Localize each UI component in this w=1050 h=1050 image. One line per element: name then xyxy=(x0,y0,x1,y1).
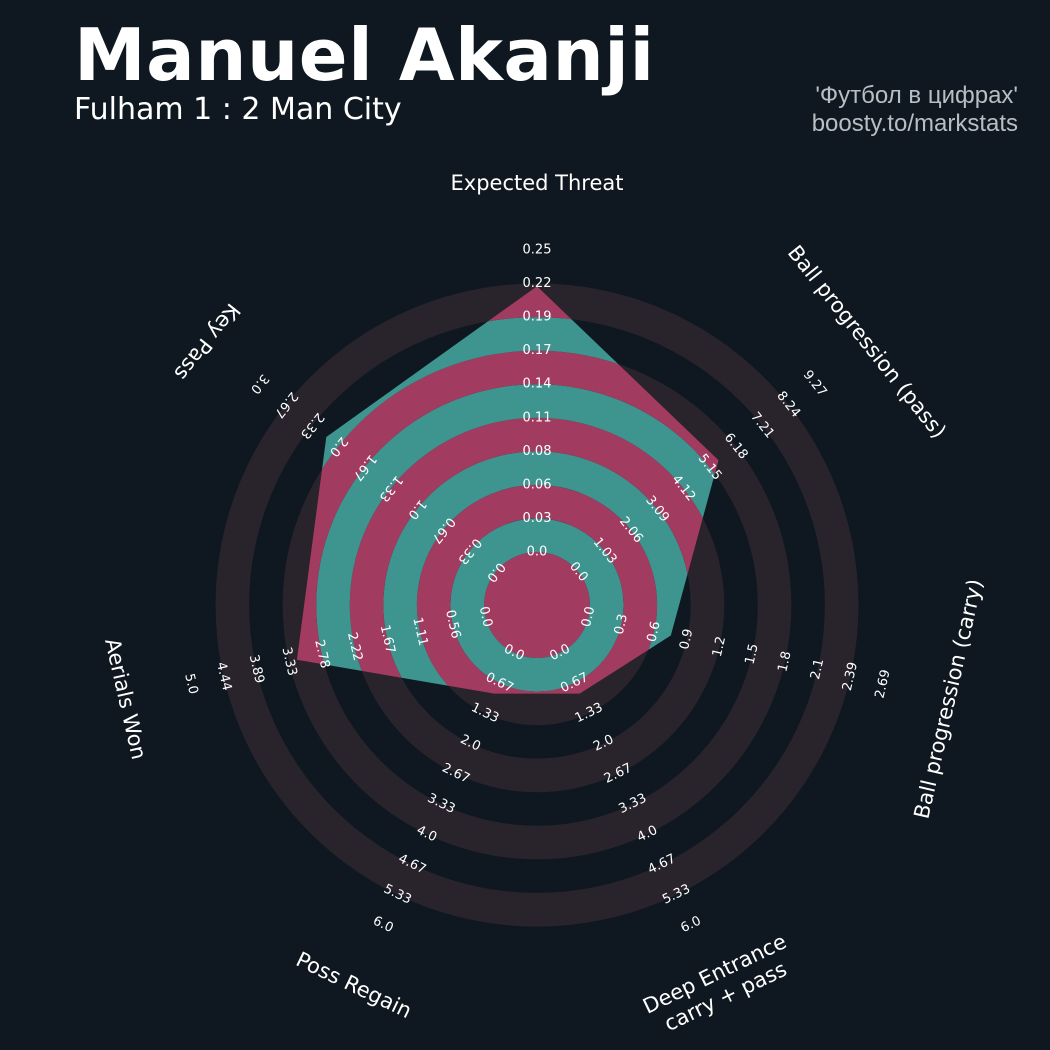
tick-label: 0.19 xyxy=(523,310,552,325)
axis-label: Expected Threat xyxy=(451,171,624,195)
credit-block: 'Футбол в цифрах' boosty.to/markstats xyxy=(812,82,1018,138)
value-ring xyxy=(484,552,590,658)
tick-label: 0.0 xyxy=(527,545,548,560)
tick-label: 3.33 xyxy=(278,646,299,678)
tick-label: 0.0 xyxy=(579,605,598,629)
tick-label: 2.39 xyxy=(840,661,861,693)
value-area xyxy=(296,286,719,694)
tick-label: 9.27 xyxy=(800,368,830,400)
axis-label: Aerials Won xyxy=(100,636,151,762)
tick-label: 6.0 xyxy=(370,914,395,936)
tick-label: 6.0 xyxy=(678,914,703,936)
tick-label: 0.11 xyxy=(523,410,552,425)
axis-label: Key Pass xyxy=(169,299,245,385)
tick-label: 0.06 xyxy=(523,477,552,492)
axis-label: Ball progression (carry) xyxy=(909,577,987,821)
match-subtitle: Fulham 1 : 2 Man City xyxy=(74,92,402,127)
tick-label: 1.11 xyxy=(409,616,430,648)
credit-line-2: boosty.to/markstats xyxy=(811,110,1018,137)
tick-label: 0.56 xyxy=(442,609,463,641)
tick-label: 0.03 xyxy=(523,511,552,526)
tick-label: 0.22 xyxy=(523,276,552,291)
tick-label: 2.78 xyxy=(311,638,332,670)
tick-label: 0.3 xyxy=(612,613,631,637)
tick-label: 0.14 xyxy=(523,377,552,392)
tick-label: 3.89 xyxy=(246,653,267,685)
axis-label: Poss Regain xyxy=(292,947,415,1023)
tick-label: 0.6 xyxy=(644,620,663,644)
tick-label: 0.25 xyxy=(523,243,552,258)
tick-label: 2.22 xyxy=(344,631,365,663)
tick-label: 0.17 xyxy=(523,343,552,358)
credit-line-1: 'Футбол в цифрах' xyxy=(815,82,1018,109)
tick-label: 3.0 xyxy=(247,371,272,397)
axis-label: Ball progression (pass) xyxy=(783,241,951,443)
tick-label: 1.2 xyxy=(710,635,729,659)
tick-label: 5.0 xyxy=(181,672,200,696)
player-name-title: Manuel Akanji xyxy=(74,13,655,97)
value-ring xyxy=(450,518,624,692)
tick-label: 1.5 xyxy=(743,642,762,666)
tick-label: 1.67 xyxy=(377,623,398,655)
tick-label: 0.0 xyxy=(476,605,495,629)
axis-label: Deep Entrancecarry + pass xyxy=(639,929,801,1041)
tick-label: 0.9 xyxy=(677,627,696,651)
tick-label: 2.1 xyxy=(808,657,827,681)
tick-label: 1.8 xyxy=(775,650,794,674)
tick-label: 2.69 xyxy=(873,668,894,700)
tick-label: 0.08 xyxy=(523,444,552,459)
tick-label: 4.44 xyxy=(213,661,234,693)
